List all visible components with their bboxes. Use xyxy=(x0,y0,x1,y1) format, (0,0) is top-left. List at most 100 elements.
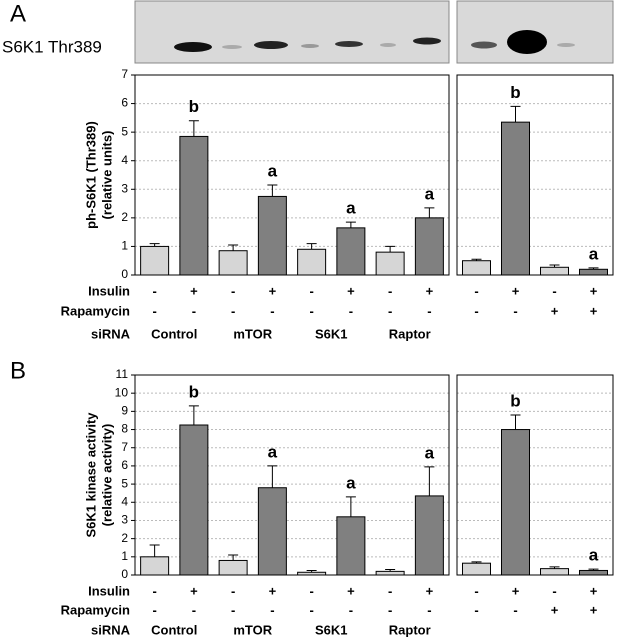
y-tick-label: 2 xyxy=(121,531,128,545)
y-axis-label: (relative activity) xyxy=(99,424,114,527)
error-bar xyxy=(345,221,356,228)
treatment-label: S6K1 xyxy=(315,622,348,637)
significance-label: a xyxy=(425,184,435,203)
y-tick-label: 1 xyxy=(121,549,128,563)
error-bar xyxy=(424,207,435,218)
y-tick-label: 4 xyxy=(121,153,128,167)
treatment-label: Raptor xyxy=(389,622,431,637)
error-bar xyxy=(510,105,521,123)
significance-label: a xyxy=(346,473,356,492)
error-bar xyxy=(267,465,278,488)
treatment-label: - xyxy=(152,303,156,318)
significance-label: a xyxy=(268,161,278,180)
treatment-label: - xyxy=(388,303,392,318)
treatment-label: S6K1 xyxy=(315,326,348,341)
error-bar xyxy=(149,544,160,557)
treatment-label: Control xyxy=(151,622,197,637)
bar xyxy=(257,195,287,276)
row-label: Rapamycin xyxy=(61,303,130,318)
significance-label: b xyxy=(189,97,199,116)
bar xyxy=(297,248,327,276)
bar xyxy=(140,245,170,276)
treatment-label: - xyxy=(427,303,431,318)
plot-frame xyxy=(456,374,614,576)
bar xyxy=(540,266,569,276)
treatment-label: - xyxy=(427,602,431,617)
significance-label: a xyxy=(589,546,599,565)
error-bar xyxy=(228,244,239,251)
y-tick-label: 8 xyxy=(121,422,128,436)
treatment-label: - xyxy=(513,303,517,318)
error-bar xyxy=(345,496,356,517)
treatment-label: - xyxy=(192,303,196,318)
treatment-label: + xyxy=(551,602,559,617)
bar xyxy=(179,135,209,276)
y-tick-label: 7 xyxy=(121,67,128,81)
treatment-label: - xyxy=(309,283,313,298)
treatment-label: + xyxy=(551,303,559,318)
significance-label: a xyxy=(268,442,278,461)
plot-frame xyxy=(134,74,450,276)
treatment-label: + xyxy=(590,283,598,298)
bar xyxy=(414,217,444,276)
treatment-label: - xyxy=(349,602,353,617)
treatment-label: - xyxy=(231,583,235,598)
row-label: Insulin xyxy=(88,283,130,298)
treatment-label: mTOR xyxy=(233,622,272,637)
bar xyxy=(375,570,405,576)
y-tick-label: 6 xyxy=(121,96,128,110)
significance-label: a xyxy=(346,199,356,218)
error-bar xyxy=(306,243,317,250)
bar xyxy=(257,487,287,576)
western-blot xyxy=(134,0,614,64)
significance-label: b xyxy=(510,391,520,410)
treatment-label: + xyxy=(512,583,520,598)
panel-label: A xyxy=(10,0,26,27)
error-bar xyxy=(385,245,396,253)
treatment-label: - xyxy=(192,602,196,617)
treatment-label: - xyxy=(231,283,235,298)
row-label: siRNA xyxy=(91,326,131,341)
bar xyxy=(336,516,366,576)
bar xyxy=(462,562,491,576)
treatment-label: + xyxy=(590,602,598,617)
treatment-label: - xyxy=(388,283,392,298)
treatment-label: + xyxy=(190,283,198,298)
error-bar xyxy=(188,120,199,137)
y-tick-label: 0 xyxy=(121,267,128,281)
plot-frame xyxy=(456,74,614,276)
treatment-label: + xyxy=(347,283,355,298)
treatment-label: - xyxy=(513,602,517,617)
y-axis-label: S6K1 kinase activity xyxy=(83,412,98,538)
treatment-label: - xyxy=(474,602,478,617)
treatment-label: + xyxy=(426,583,434,598)
panel-label: B xyxy=(10,357,26,384)
blot-label: S6K1 Thr389 xyxy=(2,37,102,56)
bar xyxy=(579,268,608,276)
plot-frame xyxy=(134,374,450,576)
treatment-label: - xyxy=(474,303,478,318)
treatment-label: - xyxy=(388,583,392,598)
bar xyxy=(540,568,569,576)
error-bar xyxy=(188,405,199,425)
y-tick-label: 9 xyxy=(121,404,128,418)
bar xyxy=(462,260,491,276)
y-tick-label: 4 xyxy=(121,494,128,508)
treatment-label: + xyxy=(590,303,598,318)
y-tick-label: 5 xyxy=(121,476,128,490)
treatment-label: - xyxy=(552,283,556,298)
bar xyxy=(140,556,170,576)
treatment-label: - xyxy=(349,303,353,318)
treatment-label: + xyxy=(269,283,277,298)
treatment-label: - xyxy=(231,303,235,318)
treatment-label: - xyxy=(552,583,556,598)
treatment-label: - xyxy=(474,283,478,298)
error-bar xyxy=(228,554,239,561)
treatment-label: - xyxy=(309,602,313,617)
treatment-label: Control xyxy=(151,326,197,341)
significance-label: a xyxy=(589,244,599,263)
treatment-label: + xyxy=(426,283,434,298)
treatment-label: - xyxy=(152,283,156,298)
error-bar xyxy=(267,184,278,197)
error-bar xyxy=(510,414,521,430)
